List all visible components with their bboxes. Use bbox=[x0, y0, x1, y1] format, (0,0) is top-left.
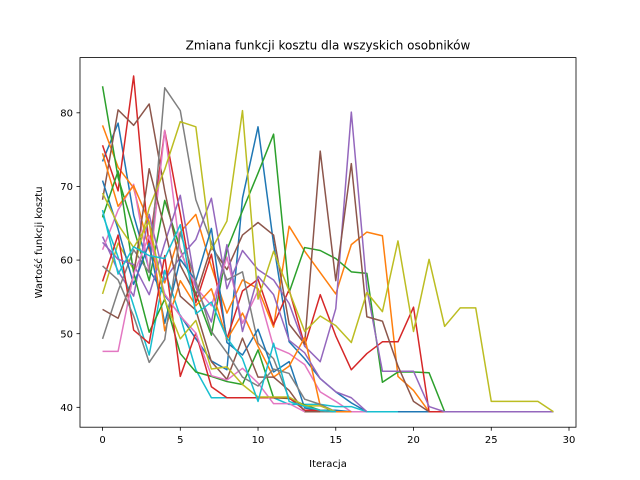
series-line-16 bbox=[102, 168, 321, 413]
series-line-20 bbox=[101, 209, 336, 413]
y-tick-label: 50 bbox=[60, 329, 73, 340]
series-line-6 bbox=[101, 103, 430, 413]
y-tick-label: 70 bbox=[60, 182, 73, 193]
x-tick-label: 30 bbox=[563, 435, 576, 446]
y-tick-label: 40 bbox=[60, 403, 73, 414]
y-tick-label: 80 bbox=[60, 108, 73, 119]
x-tick-label: 10 bbox=[252, 435, 265, 446]
series-lines bbox=[101, 75, 554, 413]
series-line-4 bbox=[101, 75, 445, 413]
x-tick-label: 25 bbox=[485, 435, 498, 446]
plot-frame bbox=[79, 57, 577, 428]
series-line-15 bbox=[101, 194, 368, 413]
series-line-18 bbox=[102, 232, 337, 413]
y-tick-label: 60 bbox=[60, 256, 73, 267]
x-tick-label: 5 bbox=[177, 435, 183, 446]
y-axis-label: Wartość funkcji kosztu bbox=[33, 186, 45, 298]
series-line-9 bbox=[101, 109, 554, 413]
x-tick-label: 20 bbox=[407, 435, 420, 446]
series-line-19 bbox=[101, 192, 337, 413]
series-line-17 bbox=[102, 235, 306, 413]
y-axis: 40 50 60 70 80 bbox=[60, 108, 80, 414]
x-tick-label: 15 bbox=[329, 435, 342, 446]
series-line-5 bbox=[101, 111, 554, 413]
series-line-11 bbox=[101, 180, 352, 413]
chart-title: Zmiana funkcji kosztu dla wszyskich osob… bbox=[186, 39, 471, 53]
x-axis: 0 5 10 15 20 25 30 bbox=[99, 427, 575, 446]
x-tick-label: 0 bbox=[99, 435, 105, 446]
x-axis-label: Iteracja bbox=[309, 459, 347, 470]
